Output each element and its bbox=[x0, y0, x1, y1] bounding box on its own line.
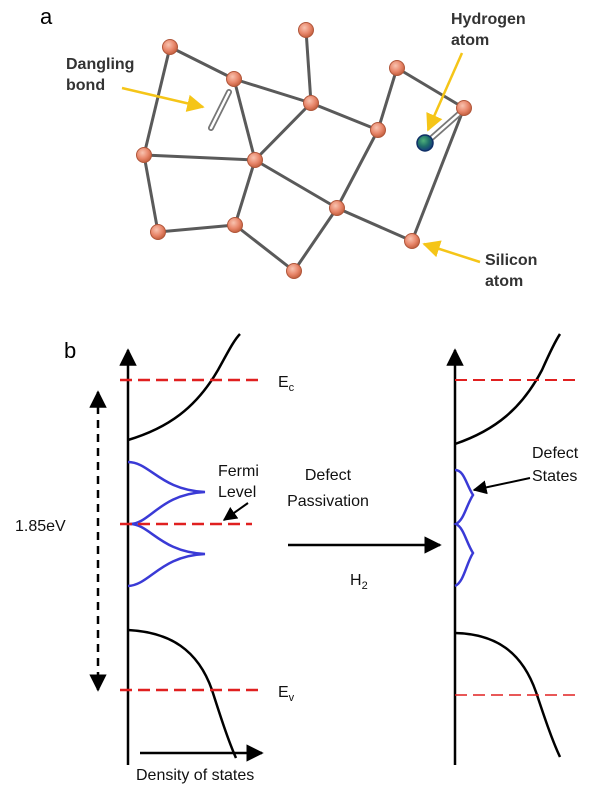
hydrogen-atom bbox=[416, 134, 434, 152]
dangling-bond-callout: Dangling bond bbox=[66, 56, 205, 112]
hydrogen-label-line1: Hydrogen bbox=[451, 11, 526, 28]
bond bbox=[292, 206, 339, 273]
reduced-defect-states-curve bbox=[453, 468, 475, 588]
dangling-bond bbox=[208, 89, 232, 131]
ec-label: Ec bbox=[278, 374, 295, 394]
panel-b-label: b bbox=[64, 338, 76, 363]
silicon-label-line1: Silicon bbox=[485, 252, 537, 269]
hydrogen-arrow bbox=[426, 52, 464, 132]
bond bbox=[253, 101, 313, 162]
bond bbox=[142, 45, 172, 157]
silicon-atom bbox=[150, 224, 166, 240]
defect-states-label-line1: Defect bbox=[532, 445, 579, 462]
lattice-bonds bbox=[142, 28, 466, 273]
fermi-label-line1: Fermi bbox=[218, 463, 259, 480]
passivation-label-line1: Defect bbox=[305, 467, 352, 484]
bond bbox=[233, 223, 296, 273]
silicon-atom bbox=[389, 60, 405, 76]
valence-band-edge-right bbox=[454, 631, 562, 758]
silicon-lattice bbox=[136, 22, 472, 279]
dangling-bond-label-line1: Dangling bbox=[66, 56, 134, 73]
conduction-band-edge bbox=[127, 333, 241, 442]
bond bbox=[335, 128, 380, 210]
silicon-atom bbox=[329, 200, 345, 216]
bond bbox=[376, 66, 399, 132]
dangling-bond-arrow bbox=[121, 86, 205, 112]
bond bbox=[232, 77, 313, 105]
valence-band-edge bbox=[127, 628, 238, 759]
silicon-arrow bbox=[422, 240, 481, 264]
silicon-atom bbox=[226, 71, 242, 87]
bond bbox=[309, 101, 380, 132]
silicon-atoms bbox=[136, 22, 472, 279]
h2-label: H2 bbox=[350, 572, 368, 592]
ev-label: Ev bbox=[278, 684, 295, 704]
bond bbox=[168, 45, 236, 81]
panel-a-label: a bbox=[40, 4, 53, 29]
bond bbox=[156, 223, 237, 234]
passivation-process: Defect Passivation H2 bbox=[287, 467, 442, 592]
bond bbox=[335, 206, 414, 243]
conduction-band-edge-right bbox=[454, 333, 562, 446]
bond bbox=[395, 66, 466, 110]
bond bbox=[142, 153, 160, 234]
dangling-bond-label-line2: bond bbox=[66, 77, 105, 94]
silicon-atom bbox=[370, 122, 386, 138]
bond bbox=[233, 158, 257, 227]
bond bbox=[304, 28, 313, 105]
bond bbox=[253, 158, 339, 210]
after-passivation-diagram: Defect States bbox=[446, 333, 580, 765]
bond bbox=[410, 106, 466, 243]
band-gap-value: 1.85eV bbox=[15, 518, 66, 535]
passivation-label-line2: Passivation bbox=[287, 493, 369, 510]
hydrogen-label-line2: atom bbox=[451, 32, 489, 49]
fermi-label-line2: Level bbox=[218, 484, 256, 501]
dos-label: Density of states bbox=[136, 767, 254, 784]
hydrogen-callout: Hydrogen atom bbox=[426, 11, 526, 132]
bond bbox=[232, 77, 257, 162]
silicon-atom bbox=[162, 39, 178, 55]
defect-states-pointer-arrow bbox=[472, 477, 531, 495]
silicon-label-line2: atom bbox=[485, 273, 523, 290]
silicon-atom bbox=[404, 233, 420, 249]
before-passivation-diagram: 1.85eV Ec Ev Fermi Level Density of stat… bbox=[15, 333, 295, 784]
silicon-atom bbox=[247, 152, 263, 168]
silicon-atom bbox=[136, 147, 152, 163]
fermi-pointer-arrow bbox=[222, 502, 249, 521]
silicon-atom bbox=[227, 217, 243, 233]
silicon-atom bbox=[303, 95, 319, 111]
defect-states-label-line2: States bbox=[532, 468, 577, 485]
silicon-atom bbox=[286, 263, 302, 279]
silicon-callout: Silicon atom bbox=[422, 240, 537, 290]
silicon-atom bbox=[298, 22, 314, 38]
silicon-atom bbox=[456, 100, 472, 116]
bond bbox=[142, 153, 257, 162]
